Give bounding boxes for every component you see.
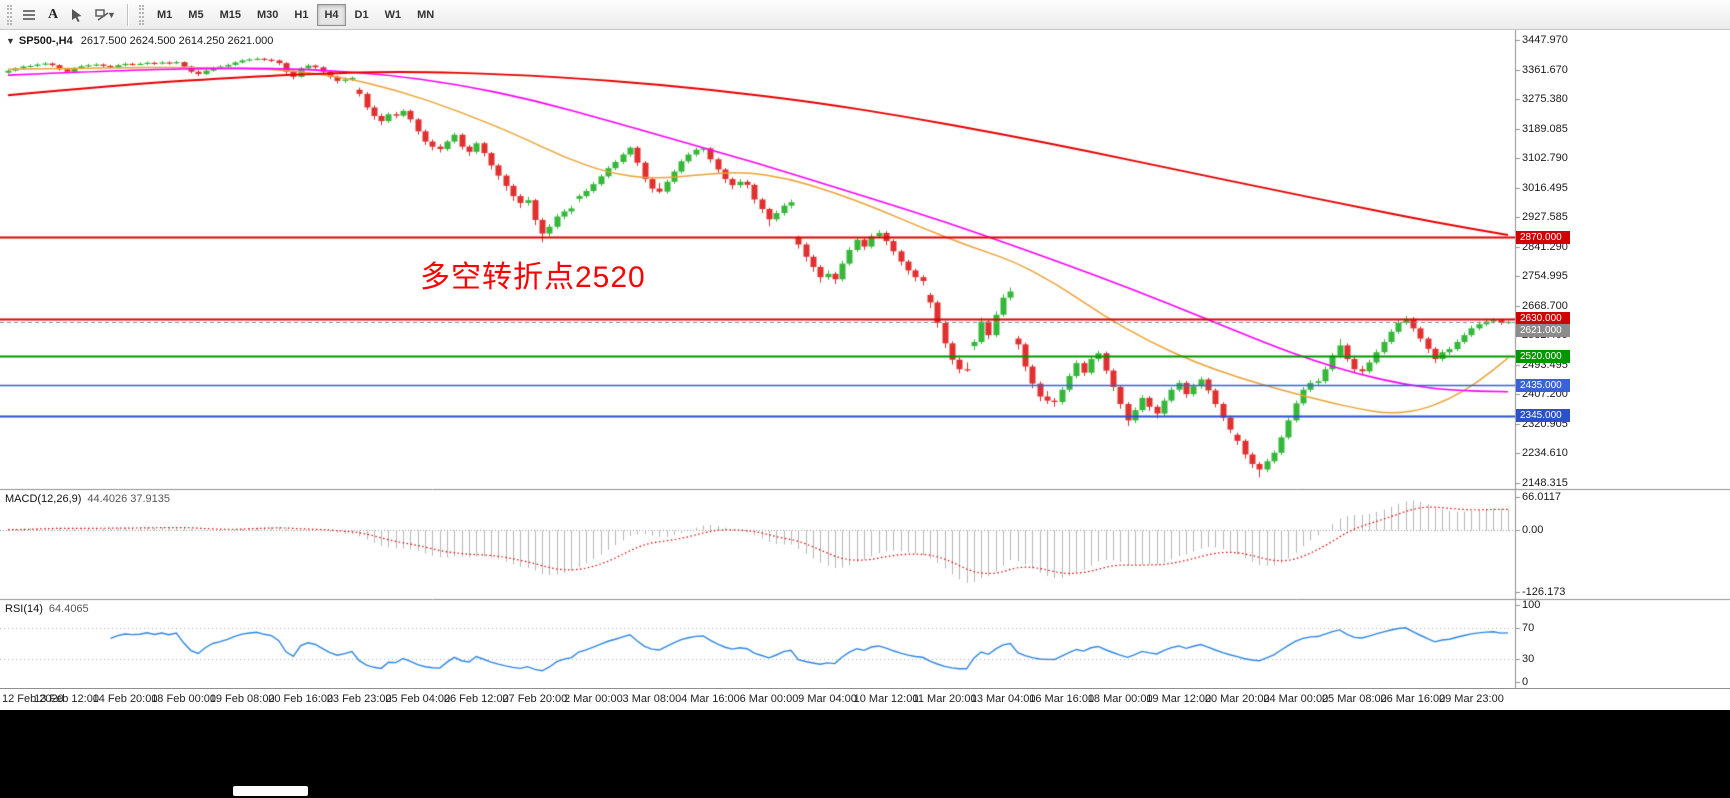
time-axis-label: 10 Mar 12:00 [853, 693, 919, 705]
time-axis[interactable]: 12 Feb 2020 13 Feb 12:00 14 Feb 20:00 18 Fe… [0, 688, 1730, 710]
text-tool-button[interactable]: A [41, 3, 65, 27]
timeframe-toolbar: M1 M5 M15 M30 H1 H4 D1 W1 MN [149, 3, 442, 26]
time-axis-label: 29 Mar 23:00 [1438, 693, 1504, 705]
timeframe-button-m30[interactable]: M30 [250, 4, 285, 26]
timeframe-button-m5[interactable]: M5 [181, 4, 210, 26]
ohlc-values: 2617.500 2624.500 2614.250 2621.000 [80, 35, 274, 47]
time-axis-label: 2 Mar 00:00 [564, 693, 623, 705]
time-axis-label: 12 Feb 2020 [2, 693, 64, 705]
chart-title: ▼ SP500-,H4 2617.500 2624.500 2614.250 262… [6, 35, 273, 47]
time-axis-label: 3 Mar 08:00 [622, 693, 682, 705]
timeframe-toolbar-grip[interactable] [139, 4, 144, 25]
time-axis-label: 9 Mar 04:00 [798, 693, 857, 705]
macd-label: MACD(12,26,9) [5, 493, 82, 505]
symbol-period-label: SP500-,H4 [18, 35, 73, 47]
timeframe-button-d1[interactable]: D1 [348, 4, 376, 26]
cursor-tool-button[interactable] [65, 3, 89, 27]
time-axis-label: 11 Mar 20:00 [912, 693, 977, 705]
bottom-bar [0, 710, 1730, 798]
time-axis-label: 25 Feb 04:00 [385, 693, 451, 705]
time-axis-label: 25 Mar 08:00 [1321, 693, 1387, 705]
macd-pane-title: MACD(12,26,9) 44.4026 37.9135 [5, 493, 170, 505]
symbol-dropdown-icon[interactable]: ▼ [6, 36, 15, 46]
chart-annotation-text: 多空转折点2520 [420, 261, 646, 294]
rsi-pane-title: RSI(14) 64.4065 [5, 603, 89, 615]
text-tool-icon: A [47, 6, 59, 22]
taskbar-widget[interactable] [233, 786, 308, 796]
timeframe-button-mn[interactable]: MN [410, 4, 441, 26]
time-axis-label: 23 Feb 23:00 [326, 693, 392, 705]
time-axis-label: 20 Mar 20:00 [1204, 693, 1270, 705]
timeframe-button-h1[interactable]: H1 [287, 4, 315, 26]
main-toolbar: A ▼ M1 M5 M15 M30 H1 H4 D1 W1 MN [0, 0, 1730, 30]
rsi-label: RSI(14) [5, 603, 43, 615]
chart-canvas[interactable] [0, 30, 1730, 688]
time-axis-label: 18 Feb 00:00 [151, 693, 217, 705]
rsi-value: 64.4065 [48, 603, 89, 615]
time-axis-label: 18 Mar 00:00 [1087, 693, 1153, 705]
time-axis-label: 16 Mar 16:00 [1029, 693, 1095, 705]
time-axis-label: 20 Feb 16:00 [268, 693, 334, 705]
time-axis-label: 14 Feb 20:00 [92, 693, 158, 705]
time-axis-label: 27 Feb 20:00 [502, 693, 568, 705]
shapes-icon [94, 7, 110, 23]
timeframe-button-m1[interactable]: M1 [150, 4, 179, 26]
time-axis-label: 24 Mar 00:00 [1263, 693, 1329, 705]
toolbar-grip[interactable] [7, 4, 12, 25]
cursor-icon [69, 7, 85, 23]
time-axis-label: 26 Feb 12:00 [443, 693, 509, 705]
line-studies-icon [21, 7, 37, 23]
time-axis-label: 6 Mar 00:00 [739, 693, 799, 705]
time-axis-label: 19 Mar 12:00 [1146, 693, 1212, 705]
timeframe-button-w1[interactable]: W1 [378, 4, 409, 26]
timeframe-button-m15[interactable]: M15 [213, 4, 248, 26]
time-axis-label: 13 Mar 04:00 [970, 693, 1036, 705]
toolbar-separator [127, 3, 128, 26]
line-studies-icon-button[interactable] [17, 3, 41, 27]
time-axis-label: 13 Feb 12:00 [34, 693, 99, 705]
time-axis-label: 19 Feb 08:00 [209, 693, 275, 705]
timeframe-button-h4[interactable]: H4 [317, 3, 346, 26]
chevron-down-icon: ▼ [107, 9, 116, 20]
time-axis-label: 4 Mar 16:00 [681, 693, 740, 705]
shapes-tool-dropdown[interactable]: ▼ [89, 3, 121, 27]
chart-area: ▼ SP500-,H4 2617.500 2624.500 2614.250 262… [0, 30, 1730, 710]
macd-values: 44.4026 37.9135 [87, 493, 171, 505]
price-scale[interactable] [1515, 30, 1730, 688]
time-axis-label: 26 Mar 16:00 [1380, 693, 1446, 705]
